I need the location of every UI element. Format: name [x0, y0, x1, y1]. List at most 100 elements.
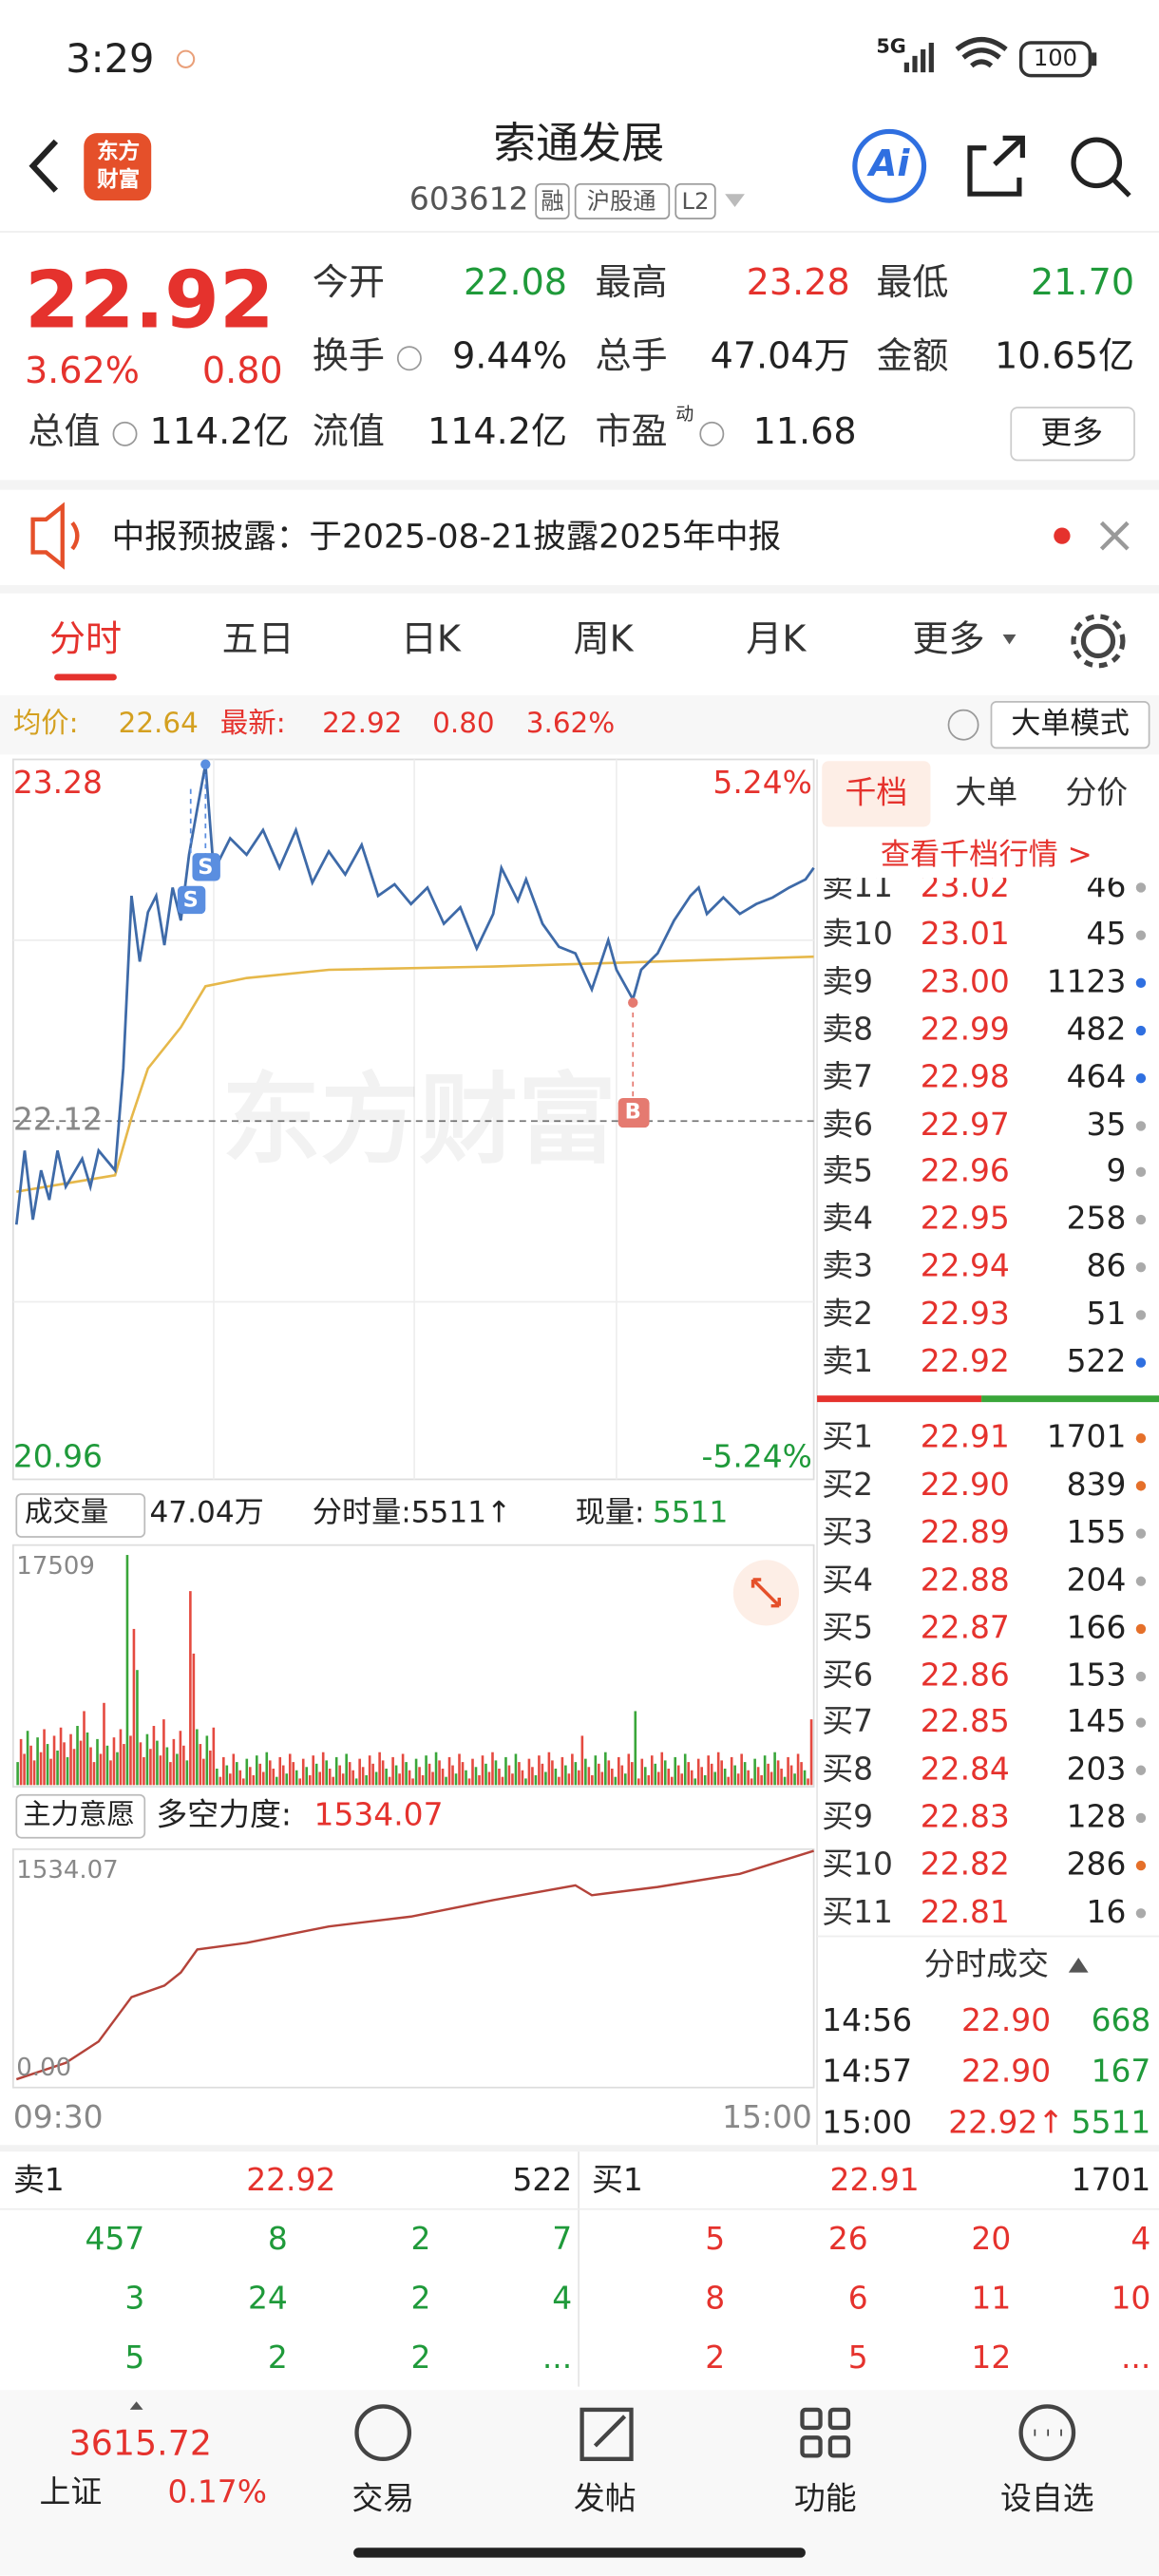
bid-volume: 839	[1066, 1467, 1127, 1504]
volume-bar	[152, 1726, 156, 1786]
volume-bar	[179, 1731, 182, 1786]
volume-bar	[809, 1719, 813, 1786]
volume-bar	[564, 1765, 567, 1786]
trade-icon[interactable]	[354, 2404, 412, 2461]
queue-order: 20	[971, 2221, 1012, 2258]
share-button[interactable]	[967, 135, 1025, 197]
help-icon[interactable]	[947, 709, 979, 741]
bid-price: 22.83	[920, 1799, 1010, 1836]
bid-volume: 166	[1066, 1609, 1127, 1646]
bid-volume: 145	[1066, 1704, 1127, 1741]
volume-bar	[56, 1750, 59, 1786]
force-selector[interactable]	[15, 1793, 146, 1839]
volume-selector[interactable]	[15, 1493, 146, 1538]
field-value: 21.70	[1031, 262, 1135, 305]
volume-bar	[487, 1771, 491, 1786]
ask-dot	[1135, 1120, 1147, 1130]
volume-bar	[238, 1770, 242, 1786]
more-button[interactable]: 更多	[1040, 414, 1104, 452]
tab[interactable]: 五日	[221, 619, 294, 661]
tab[interactable]: 更多	[912, 619, 985, 661]
volume-bar	[232, 1753, 236, 1786]
volume-bar	[145, 1733, 149, 1786]
bid-bar	[981, 1395, 1159, 1403]
ask-dot	[1135, 1167, 1147, 1178]
nav-item[interactable]: 功能	[793, 2481, 857, 2518]
ask-price: 22.95	[920, 1201, 1010, 1238]
volume-period: 分时量:5511↑	[312, 1495, 512, 1531]
volume-bar	[634, 1711, 637, 1786]
ai-button[interactable]	[852, 128, 927, 203]
tab[interactable]: 周K	[573, 619, 634, 661]
volume-bar	[185, 1760, 189, 1786]
volume-bar	[49, 1758, 52, 1786]
avg-label: 均价:	[12, 707, 79, 741]
nav-item[interactable]: 交易	[352, 2481, 415, 2518]
ask-dot	[1135, 1357, 1147, 1368]
volume-bar	[212, 1727, 216, 1786]
volume-bar	[109, 1760, 112, 1786]
more-button[interactable]	[1010, 407, 1135, 462]
volume-label[interactable]: 成交量	[24, 1496, 109, 1530]
queue-order: 2	[410, 2281, 431, 2318]
index-value[interactable]: 3615.72	[68, 2423, 212, 2464]
info-icon[interactable]	[112, 421, 138, 446]
settings-button[interactable]	[1080, 623, 1116, 659]
mode-button[interactable]	[990, 701, 1150, 749]
depth-link[interactable]: 查看千档行情 >	[880, 838, 1092, 873]
function-icon[interactable]	[800, 2407, 851, 2458]
info-icon[interactable]	[699, 421, 725, 446]
volume-bar	[52, 1735, 56, 1786]
volume-bar	[205, 1735, 209, 1786]
volume-bar	[620, 1765, 624, 1786]
volume-bar	[196, 1729, 199, 1786]
volume-bar	[447, 1756, 451, 1786]
volume-bar	[707, 1755, 710, 1786]
bid-dot	[1135, 1718, 1147, 1729]
post-icon[interactable]	[580, 2407, 634, 2461]
volume-bar	[773, 1752, 776, 1786]
depth-tab[interactable]: 分价	[1065, 774, 1129, 812]
ask-label: 卖5	[822, 1153, 874, 1190]
queue-order: 5	[705, 2221, 726, 2258]
field-label: 市盈	[595, 412, 668, 454]
queue-order: 10	[1111, 2281, 1151, 2318]
volume-bar	[501, 1776, 504, 1786]
close-button[interactable]	[1099, 521, 1130, 551]
notice-text[interactable]: 中报预披露：于2025-08-21披露2025年中报	[111, 516, 782, 556]
info-icon[interactable]	[396, 346, 422, 371]
ask-dot	[1135, 930, 1147, 940]
volume-bar	[209, 1750, 212, 1786]
tag-box	[674, 182, 716, 220]
dropdown[interactable]	[725, 194, 745, 208]
mode-button[interactable]: 大单模式	[1011, 707, 1130, 742]
volume-bar	[518, 1762, 521, 1786]
tab[interactable]: 分时	[48, 619, 123, 661]
volume-bar	[736, 1773, 740, 1786]
back-button[interactable]	[28, 139, 59, 193]
nav-bar	[0, 2390, 1159, 2576]
volume-bar	[767, 1763, 770, 1786]
force-label[interactable]: 主力意愿	[23, 1799, 135, 1832]
volume-bar	[312, 1755, 315, 1786]
trade-price: 22.90	[960, 2054, 1052, 2091]
time-label: 15:00	[722, 2099, 812, 2136]
marker-label: S	[182, 888, 199, 914]
average-line	[16, 955, 814, 1193]
depth-tab[interactable]: 千档	[845, 774, 908, 812]
tab[interactable]: 日K	[400, 619, 461, 661]
change: 0.80	[201, 351, 283, 393]
volume-bar	[86, 1732, 89, 1786]
search-button[interactable]	[1071, 137, 1123, 189]
volume-bar	[216, 1769, 218, 1786]
depth-tab[interactable]: 大单	[955, 774, 1018, 812]
nav-item[interactable]: 发帖	[573, 2481, 636, 2518]
bid-volume: 155	[1066, 1514, 1127, 1551]
watchlist-icon[interactable]	[1018, 2404, 1076, 2461]
nav-item[interactable]: 设自选	[999, 2481, 1094, 2518]
field-value: 10.65亿	[994, 336, 1135, 379]
volume-bar	[265, 1752, 269, 1786]
ask-bar	[817, 1395, 982, 1403]
axis-label: 23.28	[12, 765, 103, 802]
tab[interactable]: 月K	[746, 619, 807, 661]
